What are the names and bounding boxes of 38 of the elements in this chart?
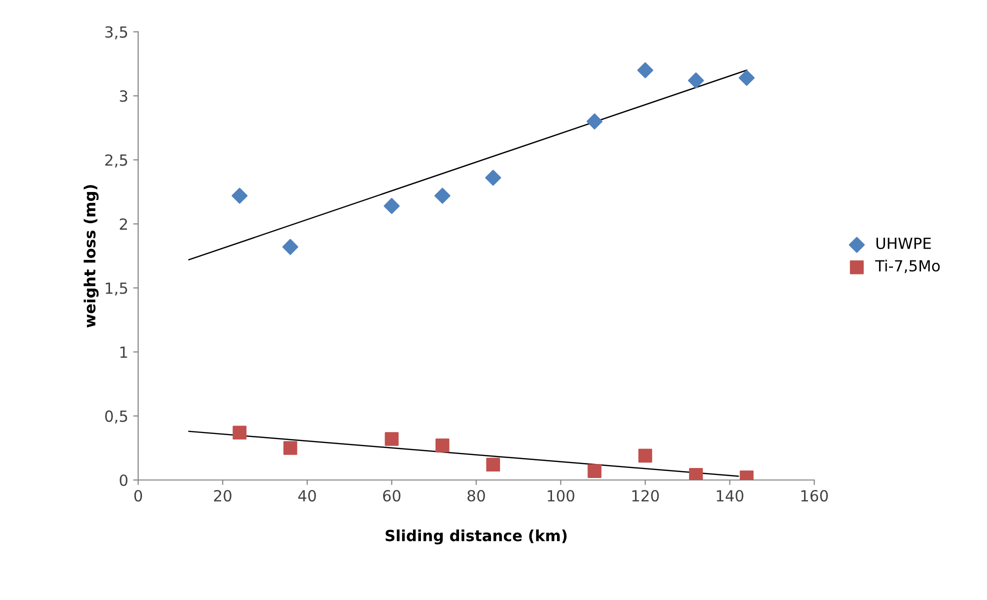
x-tick-label: 160 bbox=[801, 490, 828, 502]
x-tick-label: 0 bbox=[134, 490, 142, 502]
point bbox=[689, 468, 703, 480]
y-tick-label: 1,5 bbox=[106, 282, 128, 296]
x-tick-label: 40 bbox=[298, 490, 316, 502]
y-axis-title: weight loss (mg) bbox=[84, 185, 99, 328]
x-tick-label: 100 bbox=[548, 490, 574, 502]
point bbox=[485, 170, 502, 186]
point bbox=[486, 458, 500, 472]
legend-label: UHWPE bbox=[876, 238, 931, 250]
point bbox=[586, 113, 603, 130]
y-tick-label: 2 bbox=[120, 218, 127, 230]
x-tick-label: 80 bbox=[468, 490, 485, 502]
x-tick-label: 20 bbox=[214, 490, 232, 502]
x-tick-label: 120 bbox=[632, 490, 659, 502]
y-tick-label: 0,5 bbox=[105, 410, 128, 424]
point bbox=[232, 188, 248, 204]
y-tick-label: 3,5 bbox=[105, 26, 128, 40]
y-tick-label: 3 bbox=[120, 90, 128, 102]
point bbox=[434, 188, 450, 204]
point bbox=[637, 62, 654, 78]
y-tick-label: 2,5 bbox=[105, 154, 128, 168]
point bbox=[283, 441, 298, 455]
point bbox=[384, 198, 400, 214]
x-tick-label: 140 bbox=[716, 490, 744, 502]
x-axis-title: Sliding distance (km) bbox=[386, 530, 567, 544]
point bbox=[738, 70, 755, 86]
point bbox=[436, 438, 450, 452]
y-tick-label: 1 bbox=[120, 346, 128, 358]
x-tick-label: 60 bbox=[383, 490, 400, 502]
point bbox=[638, 448, 652, 463]
point bbox=[384, 432, 399, 446]
y-tick-label: 0 bbox=[120, 474, 128, 486]
point bbox=[688, 72, 704, 88]
point bbox=[232, 426, 246, 440]
point bbox=[588, 464, 602, 478]
legend-label: Ti-7,5Mo bbox=[875, 260, 940, 274]
point bbox=[282, 238, 298, 255]
